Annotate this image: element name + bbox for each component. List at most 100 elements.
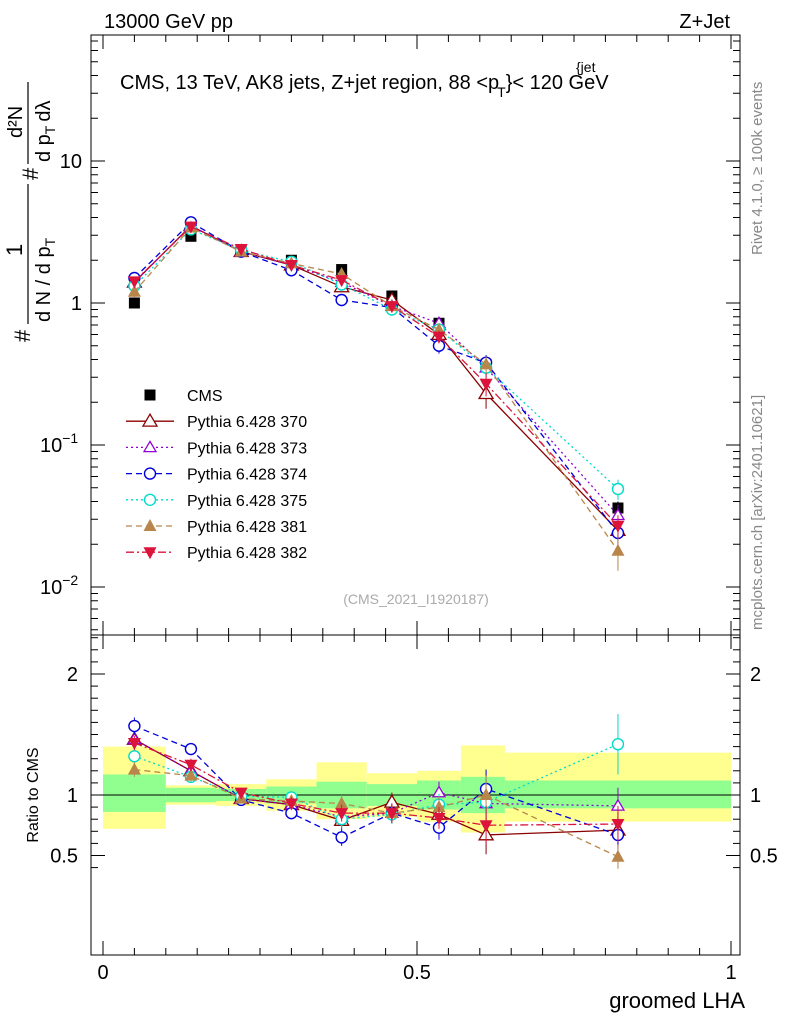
point-CMS — [185, 230, 197, 242]
ratio-point-381 — [335, 796, 349, 809]
legend-label-375: Pythia 6.428 375 — [187, 493, 307, 510]
legend-label-373: Pythia 6.428 373 — [187, 440, 307, 457]
ratio-ytick-label-left: 0.5 — [50, 846, 78, 868]
main-ytick-label-exp: −2 — [62, 572, 78, 588]
legend-label-381: Pythia 6.428 381 — [187, 519, 307, 536]
ylabel-frac2-den-b: dλ — [33, 101, 55, 122]
legend-marker-374 — [143, 467, 157, 480]
legend-marker-CMS — [144, 389, 156, 401]
ratio-ylabel: Ratio to CMS — [25, 747, 42, 842]
ratio-series-382 — [127, 735, 625, 845]
main-title: CMS, 13 TeV, AK8 jets, Z+jet region, 88 … — [120, 72, 609, 100]
point-382 — [335, 275, 349, 288]
legend-entry-374: Pythia 6.428 374 — [126, 467, 307, 484]
ratio-point-374 — [128, 719, 141, 733]
point-CMS — [128, 297, 140, 309]
legend-entry-370: Pythia 6.428 370 — [126, 412, 307, 431]
point-381 — [611, 543, 625, 556]
ratio-point-382 — [234, 787, 248, 800]
line-382 — [133, 225, 619, 527]
legend-entry-CMS: CMS — [144, 388, 223, 405]
ylabel-frac2-den-a: d p — [33, 134, 55, 162]
ratio-point-381 — [479, 788, 493, 800]
legend-entry-382: Pythia 6.428 382 — [126, 545, 307, 562]
ratio-point-382 — [385, 808, 399, 821]
point-381 — [479, 357, 493, 370]
point-381 — [432, 322, 446, 335]
ylabel-hash1: # — [10, 329, 35, 342]
point-375 — [611, 482, 625, 496]
ratio-point-375 — [128, 750, 141, 763]
main-ytick-label-exp: −1 — [62, 430, 78, 446]
ylabel-frac1-num: 1 — [2, 244, 27, 256]
main-ytick-label: 10 — [60, 151, 82, 173]
header-left: 13000 GeV pp — [104, 11, 233, 33]
main-ytick-label: 1 — [71, 293, 82, 315]
ylabel-frac1-den-a: d N / d p — [33, 246, 55, 322]
ratio-point-381 — [127, 762, 141, 775]
series-382 — [127, 221, 625, 539]
ylabel-frac1-den: d N / d pT — [33, 237, 58, 322]
point-381 — [127, 284, 141, 297]
line-374 — [133, 221, 619, 534]
main-series-layer — [126, 216, 627, 571]
main-ytick-label-base: 10 — [40, 577, 62, 599]
rivet-label: Rivet 4.1.0, ≥ 100k events — [749, 82, 766, 255]
ratio-ytick-label-left: 2 — [67, 664, 78, 686]
x-tick-label: 1 — [725, 962, 736, 984]
ratio-point-374 — [184, 742, 198, 756]
legend: CMS Pythia 6.428 370 Pythia 6.428 373 Pythi… — [126, 388, 307, 562]
point-382 — [284, 260, 298, 273]
legend-entry-375: Pythia 6.428 375 — [126, 493, 307, 510]
mcplots-label: mcplots.cern.ch [arXiv:2401.10621] — [749, 395, 766, 630]
title-sup: {jet — [576, 59, 596, 75]
ratio-point-374 — [335, 831, 348, 844]
legend-label-374: Pythia 6.428 374 — [187, 467, 307, 484]
point-382 — [432, 331, 446, 344]
point-382 — [479, 378, 493, 391]
legend-marker-373 — [142, 440, 158, 453]
ylabel-frac2-num: d²N — [5, 106, 27, 138]
ratio-point-382 — [127, 737, 141, 750]
ylabel-hash2: # — [18, 167, 43, 180]
ratio-ytick-label-right: 0.5 — [750, 846, 778, 868]
ratio-bands — [103, 745, 731, 833]
ratio-band-inner — [103, 774, 166, 812]
ratio-ytick-label-right: 1 — [750, 785, 761, 807]
point-382 — [127, 276, 141, 289]
ratio-point-382 — [479, 820, 493, 833]
main-ytick-label: 10−2 — [40, 572, 78, 599]
watermark: (CMS_2021_I1920187) — [343, 591, 489, 607]
main-ytick-label: 10−1 — [40, 430, 78, 457]
main-ytick-label-base: 10 — [40, 435, 62, 457]
legend-marker-382 — [143, 547, 157, 560]
title-sub: T — [497, 84, 506, 100]
ratio-point-375 — [611, 737, 625, 751]
ratio-point-382 — [284, 798, 298, 811]
ratio-series-layer — [126, 713, 627, 869]
ylabel-frac2-den: d pTdλ — [33, 101, 58, 163]
title-prefix: CMS, 13 TeV, AK8 jets, Z+jet region, 88 … — [120, 72, 499, 94]
line-370 — [133, 224, 619, 531]
point-374 — [335, 293, 348, 307]
legend-entry-373: Pythia 6.428 373 — [126, 440, 307, 457]
ratio-point-382 — [335, 808, 349, 821]
point-382 — [184, 221, 198, 234]
x-tick-label: 0 — [97, 962, 108, 984]
ratio-point-382 — [432, 812, 446, 825]
ratio-point-381 — [611, 849, 625, 862]
legend-marker-381 — [143, 519, 157, 531]
ratio-ytick-label-right: 2 — [750, 664, 761, 686]
main-ylabel: # 1 d N / d pT # d²N d pTdλ — [2, 82, 58, 342]
legend-entry-381: Pythia 6.428 381 — [126, 519, 307, 536]
x-axis-label: groomed LHA — [609, 988, 745, 1013]
ratio-ticks: 2 2 1 1 0.5 0.5 0 0.5 1 — [50, 635, 778, 984]
point-382 — [611, 520, 625, 533]
legend-label-370: Pythia 6.428 370 — [187, 414, 307, 431]
title-suffix: }< 120 GeV — [506, 72, 610, 94]
ratio-point-381 — [432, 800, 446, 813]
point-382 — [385, 301, 399, 314]
legend-label-382: Pythia 6.428 382 — [187, 545, 307, 562]
